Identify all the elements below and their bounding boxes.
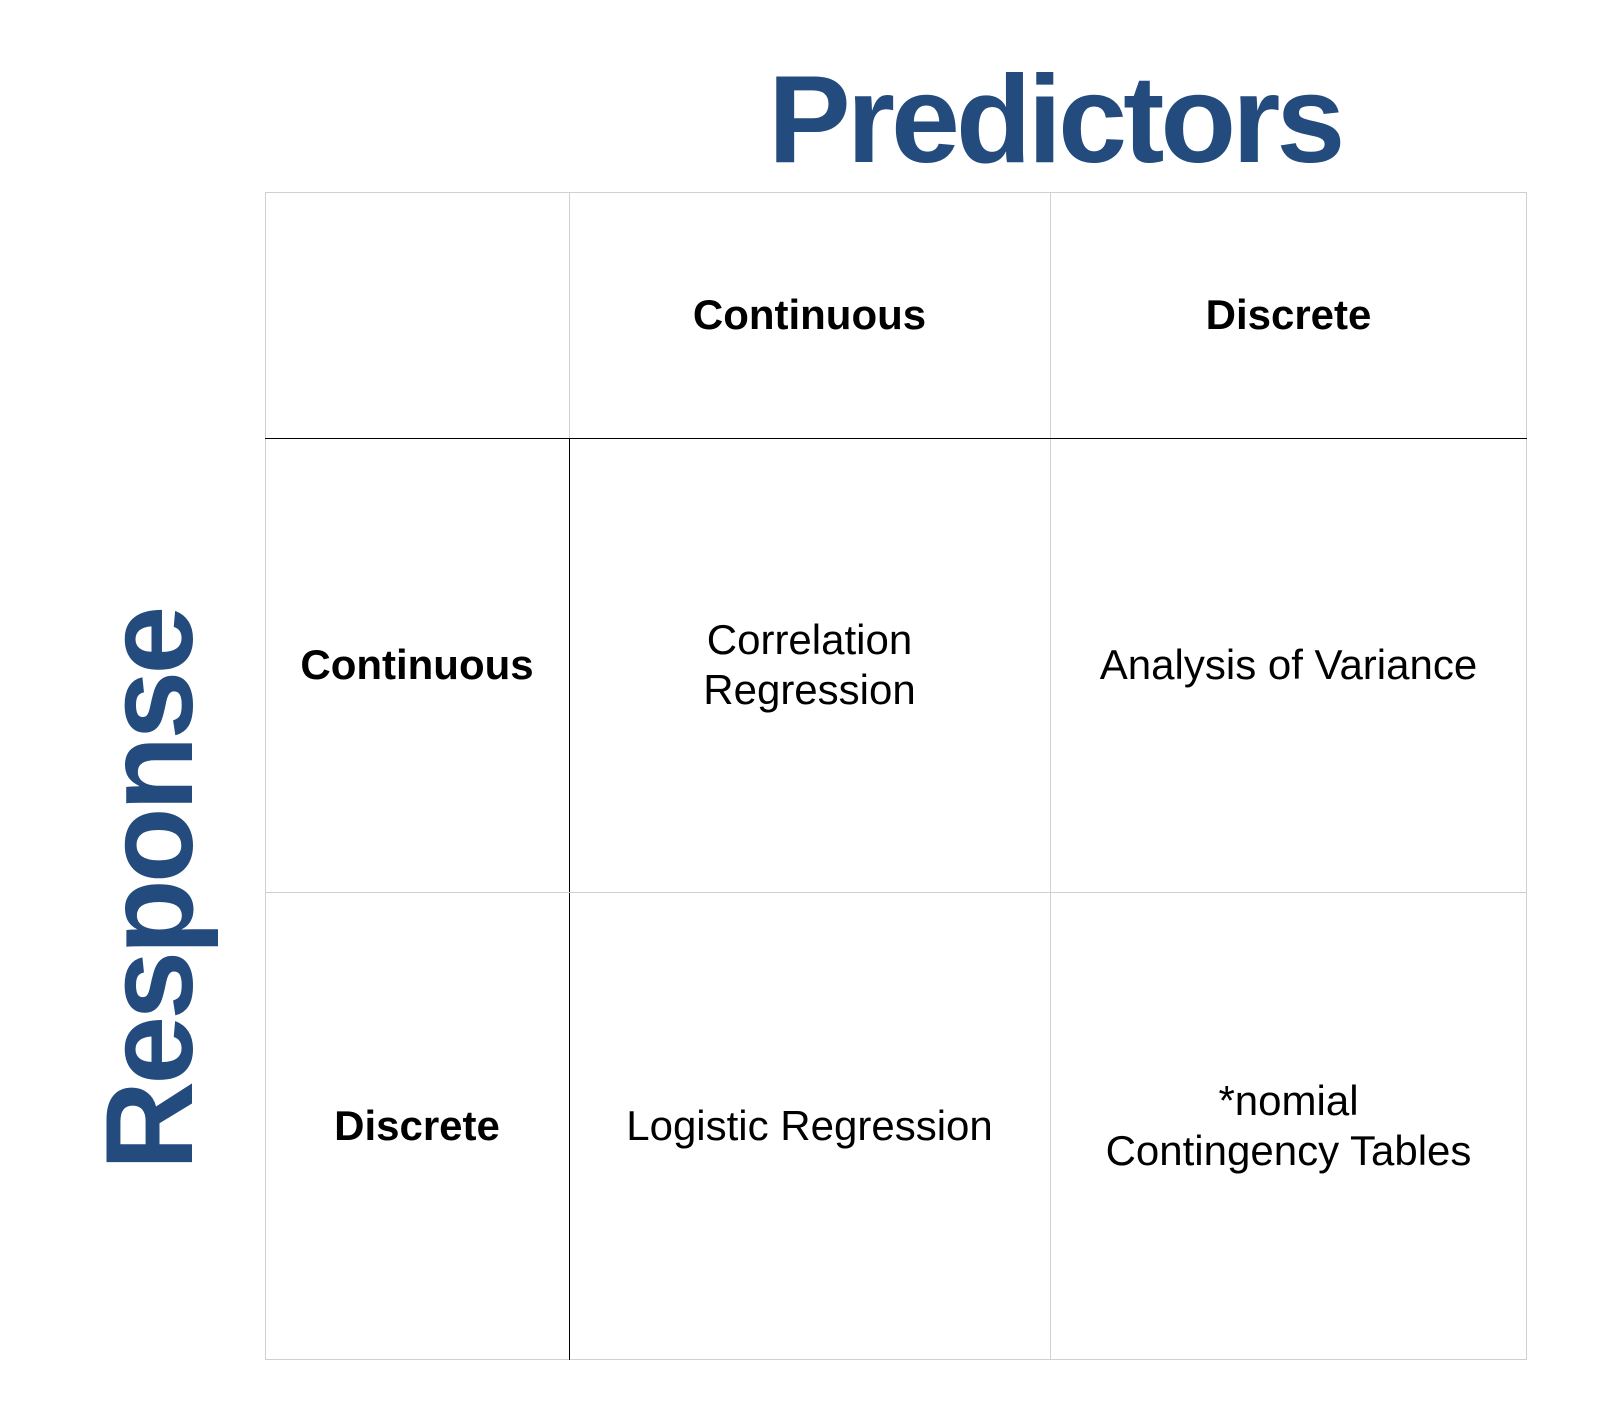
cell-continuous-discrete: Analysis of Variance	[1050, 438, 1527, 892]
grid-line-col1-upper	[569, 192, 570, 438]
cell-discrete-continuous: Logistic Regression	[569, 892, 1050, 1360]
method-label: Correlation Regression	[703, 615, 916, 713]
response-title: Response	[81, 609, 219, 1171]
cell-discrete-discrete: *nomial Contingency Tables	[1050, 892, 1527, 1360]
grid-line-right	[1526, 192, 1527, 1360]
row-header-discrete: Discrete	[265, 892, 569, 1360]
grid-line-col2	[1050, 192, 1051, 1360]
grid-line-bottom	[265, 1359, 1527, 1360]
row-header-label: Continuous	[300, 640, 534, 688]
grid-line-row-divider	[265, 892, 1527, 893]
cell-continuous-continuous: Correlation Regression	[569, 438, 1050, 892]
row-header-continuous: Continuous	[265, 438, 569, 892]
grid-line-header-divider	[265, 438, 1527, 439]
column-header-continuous: Continuous	[569, 192, 1050, 438]
method-label: Logistic Regression	[626, 1101, 993, 1149]
column-header-label: Discrete	[1205, 290, 1372, 338]
corner-cell	[265, 192, 569, 438]
grid-line-col1-lower	[569, 438, 570, 1360]
method-label: *nomial Contingency Tables	[1105, 1076, 1472, 1174]
column-header-discrete: Discrete	[1050, 192, 1527, 438]
row-header-label: Discrete	[334, 1101, 500, 1149]
grid-line-top	[265, 192, 1527, 193]
classification-matrix: Continuous Discrete Continuous Correlati…	[265, 192, 1527, 1360]
method-label: Analysis of Variance	[1099, 640, 1478, 688]
column-header-label: Continuous	[692, 290, 927, 338]
grid-line-left	[265, 192, 266, 1360]
predictors-title: Predictors	[768, 51, 1345, 189]
